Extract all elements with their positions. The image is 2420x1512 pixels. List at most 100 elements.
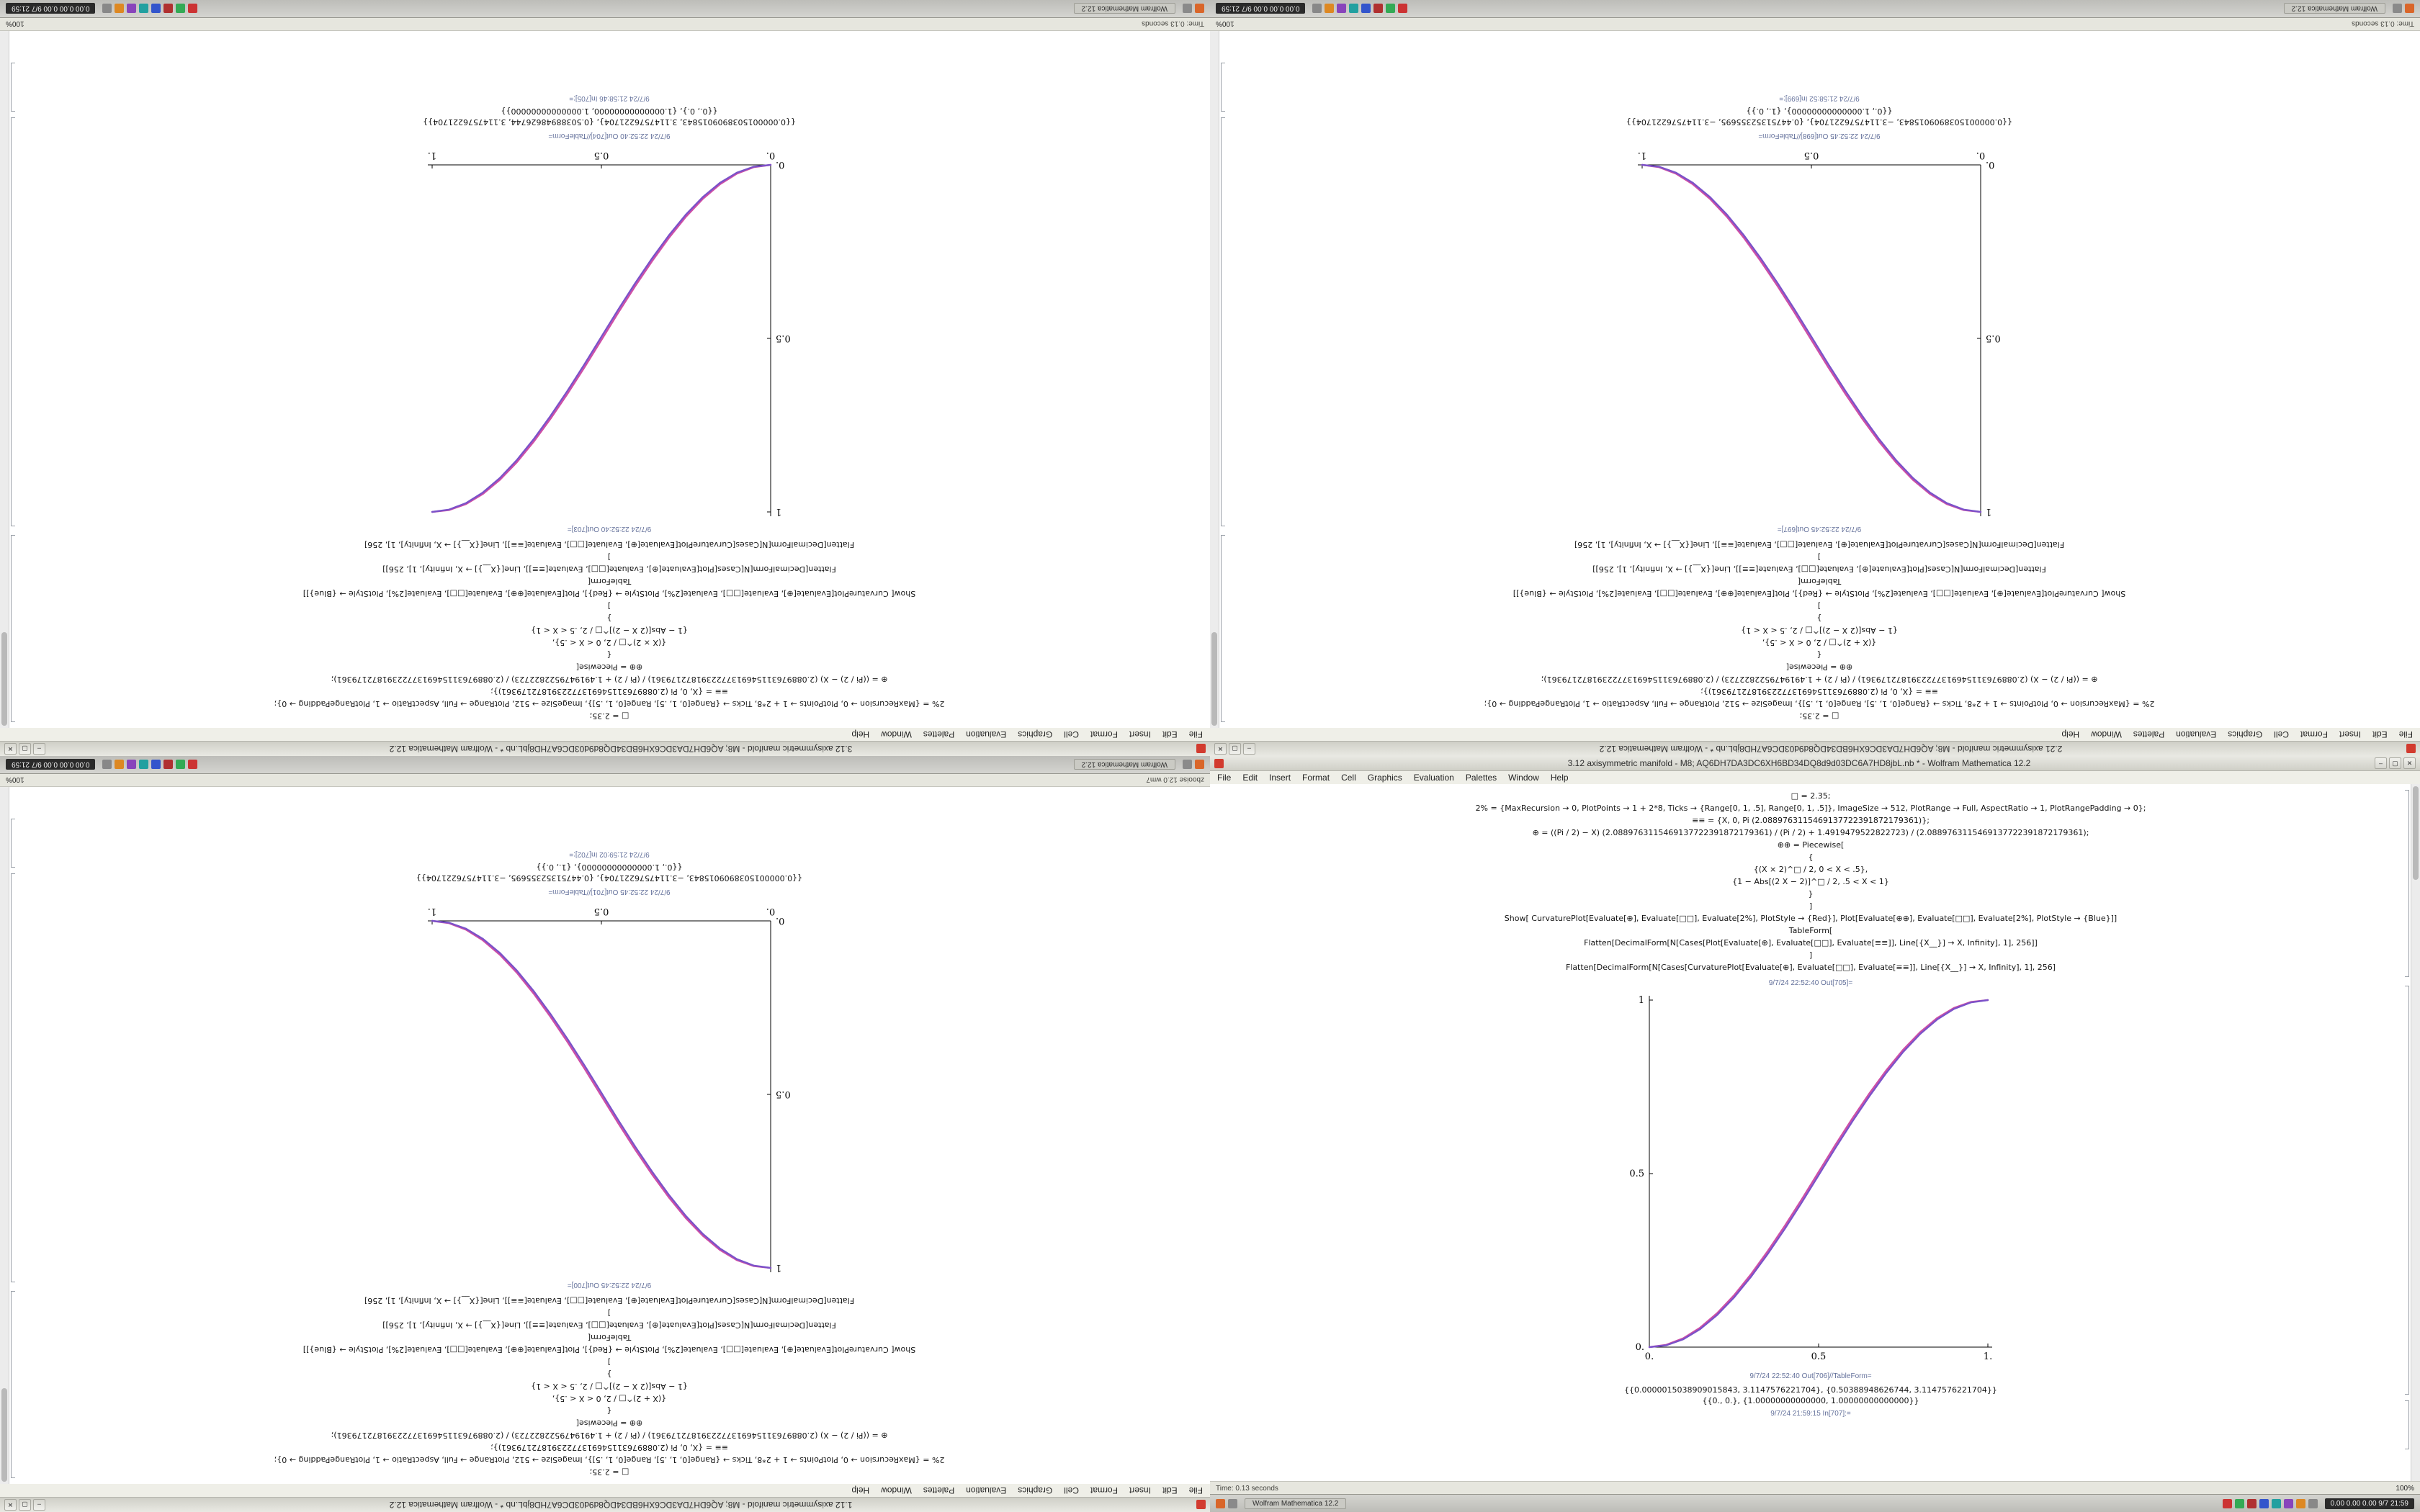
code-line[interactable]: ⊕ = ((Pi / 2) − X) (2.088976311546913772… — [331, 675, 888, 684]
maximize-button[interactable]: ▢ — [2389, 757, 2401, 769]
menu-item[interactable]: File — [2398, 729, 2413, 739]
vertical-scrollbar[interactable] — [0, 30, 9, 728]
code-line[interactable]: ≡≡ = {X, 0, Pi (2.0889763115469137722391… — [490, 1443, 728, 1452]
code-line[interactable]: {(X × 2)^□ / 2, 0 < X < .5}, — [552, 638, 667, 647]
menu-item[interactable]: Palettes — [1465, 773, 1497, 783]
taskbar-window-button[interactable]: Wolfram Mathematica 12.2 — [2283, 3, 2385, 14]
menu-item[interactable]: Evaluation — [966, 729, 1007, 739]
scrollbar-thumb[interactable] — [1, 1388, 7, 1482]
tray-icon[interactable] — [127, 4, 137, 14]
cell-bracket[interactable] — [11, 63, 15, 112]
tray-icon[interactable] — [1325, 4, 1335, 14]
code-line[interactable]: Flatten[DecimalForm[N[Cases[CurvaturePlo… — [1574, 540, 2065, 549]
menu-item[interactable]: Help — [2061, 729, 2080, 739]
menu-item[interactable]: Edit — [2372, 729, 2388, 739]
code-line[interactable]: { — [606, 1406, 612, 1416]
cell-bracket[interactable] — [11, 1291, 15, 1478]
cell-bracket[interactable] — [11, 117, 15, 526]
launcher-icon[interactable] — [1195, 4, 1204, 14]
code-line[interactable]: Flatten[DecimalForm[N[Cases[Plot[Evaluat… — [1584, 938, 2038, 948]
tray-icon[interactable] — [1337, 4, 1347, 14]
scrollbar-thumb[interactable] — [1211, 632, 1217, 726]
tray-icon[interactable] — [102, 760, 112, 770]
tray-icon[interactable] — [1398, 4, 1408, 14]
tray-icon[interactable] — [2308, 1498, 2318, 1508]
taskbar-window-button[interactable]: Wolfram Mathematica 12.2 — [1073, 3, 1175, 14]
menu-item[interactable]: Cell — [1064, 729, 1079, 739]
menu-item[interactable]: Insert — [1129, 729, 1151, 739]
code-line[interactable]: } — [1808, 889, 1814, 899]
desktop-taskbar[interactable]: Wolfram Mathematica 12.2 0.00 0.00 0.00 … — [1210, 1494, 2420, 1512]
cell-bracket[interactable] — [2405, 790, 2409, 977]
menu-item[interactable]: Format — [1090, 1485, 1118, 1495]
tray-icon[interactable] — [1361, 4, 1371, 14]
code-line[interactable]: ≡≡ = {X, 0, Pi (2.0889763115469137722391… — [1700, 687, 1938, 696]
code-line[interactable]: Show[ CurvaturePlot[Evaluate[⊕], Evaluat… — [1504, 914, 2118, 923]
tray-icon[interactable] — [188, 4, 198, 14]
minimize-button[interactable]: – — [2375, 757, 2387, 769]
tray-icon[interactable] — [115, 4, 125, 14]
code-line[interactable]: Flatten[DecimalForm[N[Cases[CurvaturePlo… — [1565, 963, 2056, 972]
menu-item[interactable]: Format — [1090, 729, 1118, 739]
code-line[interactable]: Flatten[DecimalForm[N[Cases[Plot[Evaluat… — [382, 564, 836, 574]
tray-icon[interactable] — [2283, 1498, 2293, 1508]
tray-icon[interactable] — [139, 760, 149, 770]
code-line[interactable]: □ = 2.35; — [589, 1467, 629, 1477]
maximize-button[interactable]: ▢ — [19, 743, 31, 755]
code-line[interactable]: ] — [607, 552, 611, 562]
menu-item[interactable]: Format — [1302, 773, 1330, 783]
vertical-scrollbar[interactable] — [1210, 30, 1219, 728]
tray-icon[interactable] — [1312, 4, 1322, 14]
code-line[interactable]: Show[ CurvaturePlot[Evaluate[⊕], Evaluat… — [1512, 589, 2126, 598]
code-line[interactable]: Flatten[DecimalForm[N[Cases[Plot[Evaluat… — [382, 1320, 836, 1330]
code-line[interactable]: □ = 2.35; — [589, 711, 629, 721]
minimize-button[interactable]: – — [33, 1499, 45, 1511]
code-line[interactable]: ≡≡ = {X, 0, Pi (2.0889763115469137722391… — [1692, 816, 1930, 825]
menu-item[interactable]: Graphics — [1018, 1485, 1053, 1495]
code-line[interactable]: Flatten[DecimalForm[N[Cases[Plot[Evaluat… — [1592, 564, 2046, 574]
code-line[interactable]: TableForm[ — [1788, 926, 1833, 935]
menu-item[interactable]: File — [1217, 773, 1232, 783]
code-line[interactable]: { — [1816, 650, 1822, 660]
tray-icon[interactable] — [151, 4, 161, 14]
code-line[interactable]: Flatten[DecimalForm[N[Cases[CurvaturePlo… — [364, 1296, 855, 1305]
menu-item[interactable]: Cell — [1341, 773, 1356, 783]
code-line[interactable]: {(X + 2)^□ / 2, 0 < X < .5}, — [1762, 638, 1877, 647]
code-line[interactable]: ] — [607, 1357, 611, 1367]
close-button[interactable]: ✕ — [4, 743, 17, 755]
tray-icon[interactable] — [188, 760, 198, 770]
launcher-icon[interactable] — [1216, 1498, 1225, 1508]
tray-icon[interactable] — [2234, 1498, 2244, 1508]
menu-item[interactable]: Window — [1508, 773, 1539, 783]
menu-item[interactable]: Help — [851, 1485, 870, 1495]
cell-bracket[interactable] — [1221, 117, 1225, 526]
code-line[interactable]: TableForm[ — [587, 577, 632, 586]
menu-item[interactable]: Graphics — [1367, 773, 1402, 783]
code-line[interactable]: {1 − Abs[(2 X − 2)]^□ / 2, .5 < X < 1} — [1741, 626, 1898, 635]
menu-item[interactable]: File — [1188, 729, 1203, 739]
code-line[interactable]: } — [606, 1369, 612, 1379]
launcher-icon[interactable] — [1183, 760, 1192, 770]
menu-item[interactable]: Format — [2300, 729, 2328, 739]
close-button[interactable]: ✕ — [4, 1499, 17, 1511]
code-line[interactable]: ⊕⊕ = Piecewise[ — [575, 662, 643, 672]
code-line[interactable]: {1 − Abs[(2 X − 2)]^□ / 2, .5 < X < 1} — [531, 626, 688, 635]
plot-output[interactable]: 0. 0.5 1. 0. 0.5 1 — [1623, 991, 1998, 1369]
code-line[interactable]: {(X × 2)^□ / 2, 0 < X < .5}, — [1753, 865, 1868, 874]
menu-item[interactable]: Window — [881, 1485, 912, 1495]
code-line[interactable]: 2% = {MaxRecursion → 0, PlotPoints → 1 +… — [1475, 804, 2146, 813]
code-line[interactable]: {1 − Abs[(2 X − 2)]^□ / 2, .5 < X < 1} — [1732, 877, 1889, 886]
tray-icon[interactable] — [2295, 1498, 2305, 1508]
notebook-content[interactable]: □ = 2.35; 2% = {MaxRecursion → 0, PlotPoi… — [9, 30, 1210, 728]
code-line[interactable]: TableForm[ — [1797, 577, 1842, 586]
tray-icon[interactable] — [2246, 1498, 2257, 1508]
tray-icon[interactable] — [163, 4, 174, 14]
input-cell-code[interactable]: □ = 2.35; 2% = {MaxRecursion → 0, PlotPoi… — [9, 539, 1210, 722]
menu-item[interactable]: Edit — [1162, 729, 1178, 739]
code-line[interactable]: ] — [1817, 601, 1821, 611]
scrollbar-thumb[interactable] — [2413, 786, 2419, 880]
code-line[interactable]: 2% = {MaxRecursion → 0, PlotPoints → 1 +… — [274, 699, 945, 708]
tray-icon[interactable] — [1349, 4, 1359, 14]
code-line[interactable]: {(X + 2)^□ / 2, 0 < X < .5}, — [552, 1394, 667, 1403]
launcher-icon[interactable] — [1183, 4, 1192, 14]
